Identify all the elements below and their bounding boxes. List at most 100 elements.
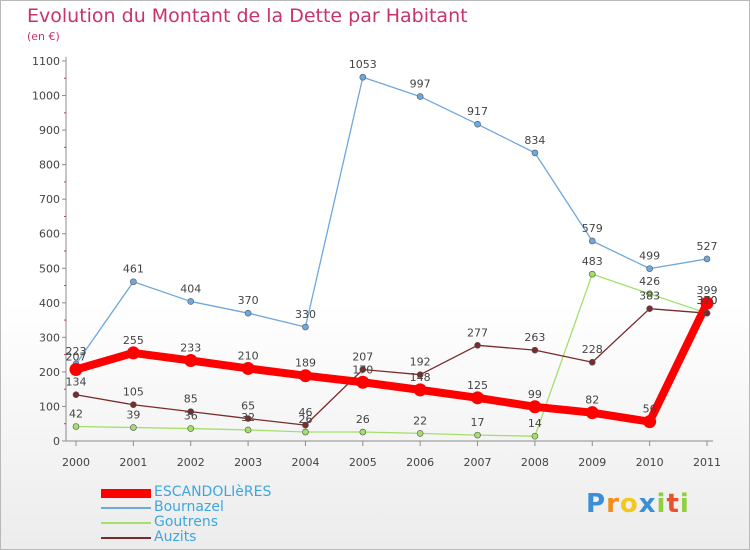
data-label: 125 — [467, 379, 488, 392]
data-label: 207 — [352, 350, 373, 363]
series-line-1 — [75, 76, 708, 365]
x-tick-label: 2000 — [62, 456, 90, 469]
chart-title: Evolution du Montant de la Dette par Hab… — [27, 5, 468, 27]
data-label: 228 — [582, 343, 603, 356]
y-tick-label: 1100 — [32, 55, 60, 68]
series-lines — [72, 76, 711, 437]
data-label: 426 — [639, 275, 660, 288]
data-point — [69, 362, 83, 376]
data-label: 1053 — [349, 58, 377, 71]
data-label: 39 — [126, 409, 140, 422]
data-label: 483 — [582, 255, 603, 268]
x-tick-label: 2002 — [177, 456, 205, 469]
data-point — [302, 323, 309, 331]
data-label: 56 — [643, 403, 657, 416]
y-tick-label: 500 — [39, 262, 60, 275]
x-tick-label: 2010 — [636, 456, 664, 469]
data-label: 499 — [639, 250, 660, 263]
data-point — [646, 265, 653, 272]
y-tick-label: 600 — [39, 228, 60, 241]
x-tick-label: 2006 — [406, 456, 434, 469]
data-label: 461 — [123, 263, 144, 276]
data-labels: 223 461 404 370 330 1053 997 917 834 579 499 527 42 3… — [66, 58, 718, 430]
data-point — [471, 391, 485, 405]
data-label: 383 — [639, 290, 660, 303]
data-label: 404 — [180, 282, 201, 295]
data-point — [126, 346, 140, 360]
data-point — [244, 309, 252, 317]
data-point — [416, 371, 424, 378]
data-point — [474, 431, 481, 439]
data-point — [298, 369, 312, 383]
data-label: 148 — [410, 371, 431, 384]
axes: 0 100 200 300 400 500 600 700 800 900 1000 1100 2000… — [32, 55, 721, 469]
logo-letter: x — [638, 489, 657, 519]
data-point — [244, 415, 252, 422]
x-tick-label: 2003 — [234, 456, 262, 469]
x-tick-label: 2005 — [349, 456, 377, 469]
data-label: 233 — [180, 342, 201, 355]
data-point — [72, 423, 80, 430]
series-points — [69, 73, 714, 440]
y-tick-label: 100 — [39, 400, 60, 413]
data-label: 527 — [697, 240, 718, 253]
data-label: 85 — [184, 393, 198, 406]
data-label: 14 — [528, 417, 542, 430]
data-label: 210 — [238, 349, 259, 362]
proxiti-logo: Proxiti — [586, 489, 690, 519]
data-point — [416, 93, 424, 100]
data-point — [531, 149, 539, 157]
data-point — [244, 426, 252, 434]
data-point — [703, 309, 711, 317]
logo-letter: o — [619, 489, 639, 519]
data-label: 192 — [410, 356, 431, 369]
data-point — [187, 425, 195, 432]
data-point — [703, 255, 711, 263]
data-label: 997 — [410, 78, 431, 91]
data-point — [356, 375, 370, 389]
data-point — [130, 424, 137, 431]
data-label: 170 — [352, 363, 373, 376]
data-label: 330 — [295, 308, 316, 321]
y-tick-label: 800 — [39, 159, 60, 172]
series-line-2 — [75, 273, 708, 437]
y-tick-label: 700 — [39, 193, 60, 206]
y-tick-label: 300 — [39, 331, 60, 344]
data-point — [241, 361, 255, 375]
data-point — [474, 120, 481, 128]
x-tick-label: 2001 — [119, 456, 147, 469]
data-label: 22 — [413, 414, 427, 427]
legend-swatch — [101, 507, 151, 509]
y-unit-label: (en €) — [27, 30, 60, 43]
data-point — [130, 401, 137, 409]
logo-letter: i — [679, 489, 690, 519]
data-label: 223 — [66, 345, 87, 358]
data-point — [359, 428, 367, 436]
y-tick-label: 0 — [53, 435, 60, 448]
data-label: 134 — [66, 376, 87, 389]
data-label: 263 — [524, 331, 545, 344]
data-point — [700, 296, 714, 310]
data-label: 42 — [69, 407, 83, 420]
logo-letter: t — [666, 489, 680, 519]
data-point — [130, 278, 137, 286]
logo-letter: r — [606, 489, 620, 519]
data-point — [359, 73, 367, 81]
legend-label: Goutrens — [154, 514, 219, 530]
data-label: 370 — [238, 294, 259, 307]
series-line-3 — [75, 308, 708, 426]
data-label: 834 — [524, 134, 545, 147]
data-point — [528, 400, 542, 414]
data-label: 17 — [471, 416, 485, 429]
data-label: 32 — [241, 411, 255, 424]
data-label: 189 — [295, 357, 316, 370]
y-tick-label: 900 — [39, 124, 60, 137]
data-point — [531, 432, 539, 440]
data-label: 207 — [66, 350, 87, 363]
data-label: 370 — [697, 294, 718, 307]
series-line-0 — [72, 299, 711, 426]
data-label: 917 — [467, 105, 488, 118]
data-label: 105 — [123, 386, 144, 399]
data-label: 579 — [582, 222, 603, 235]
